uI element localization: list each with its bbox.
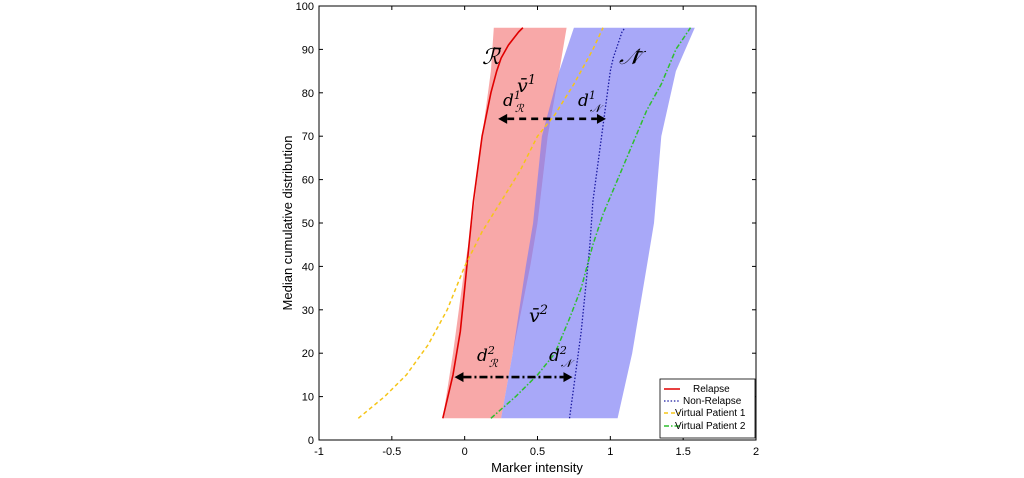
arrows-layer <box>454 113 606 383</box>
x-tick-label: 0.5 <box>530 446 545 458</box>
y-tick-label: 20 <box>302 348 314 360</box>
legend-label-vp1: Virtual Patient 1 <box>675 408 746 419</box>
x-axis-label: Marker intensity <box>491 460 583 475</box>
annotation-dN1-sub: 𝒩 <box>590 102 604 115</box>
series-layer <box>357 27 692 419</box>
bands-layer <box>442 27 695 419</box>
y-tick-label: 60 <box>302 175 314 187</box>
x-tick-label: 1.5 <box>676 446 691 458</box>
annotation-v2: v̄2 <box>529 303 548 327</box>
y-tick-label: 80 <box>302 88 314 100</box>
y-tick-label: 70 <box>302 131 314 143</box>
legend-label-relapse: Relapse <box>693 384 730 395</box>
annotation-dN2-sup: 2 <box>559 344 567 357</box>
y-tick-label: 30 <box>302 305 314 317</box>
annotation-dN1-base: d <box>578 91 589 111</box>
annotation-v1: v̄1 <box>517 73 536 97</box>
legend-label-nonrelapse: Non-Relapse <box>683 396 742 407</box>
y-tick-label: 0 <box>308 435 314 447</box>
annotation-v1-base: v̄ <box>517 75 528 97</box>
annotation-dR1-sub: ℛ <box>515 102 525 115</box>
x-tick-label: 0 <box>462 446 468 458</box>
series-nonrelapse <box>568 27 626 419</box>
series-vp2 <box>490 27 692 419</box>
annotation-v1-sup: 1 <box>528 73 536 88</box>
x-tick-label: 1 <box>607 446 613 458</box>
y-tick-label: 50 <box>302 218 314 230</box>
annotation-dR2-sup: 2 <box>487 344 495 357</box>
legend: Relapse Non-Relapse Virtual Patient 1 Vi… <box>659 378 756 439</box>
annotation-band-r: ℛ̄ <box>482 45 502 70</box>
series-relapse <box>442 27 524 419</box>
x-tick-label: -1 <box>314 446 324 458</box>
series-vp1 <box>357 27 604 419</box>
annotation-dN2: d2 𝒩 <box>549 344 575 370</box>
annotation-v2-base: v̄ <box>529 305 540 327</box>
arrow-2-head-right <box>563 372 573 383</box>
annotation-dN1: d1 𝒩 <box>578 89 604 115</box>
legend-label-vp2: Virtual Patient 2 <box>675 421 746 432</box>
annotation-dR2-base: d <box>477 346 488 366</box>
annotation-dR2-sub: ℛ <box>489 357 499 370</box>
relapse-band <box>442 27 567 419</box>
y-tick-label: 90 <box>302 44 314 56</box>
annotation-dR1-sup: 1 <box>514 89 521 102</box>
arrow-1-head-left <box>498 113 508 124</box>
x-tick-label: 2 <box>753 446 759 458</box>
annotation-dN1-sup: 1 <box>589 89 596 102</box>
y-tick-label: 40 <box>302 261 314 273</box>
arrow-2-head-left <box>454 372 464 383</box>
annotation-dR1: d1 ℛ <box>503 89 525 115</box>
annotation-dN2-base: d <box>549 346 560 366</box>
y-axis-label: Median cumulative distribution <box>280 136 295 311</box>
annotation-dR2: d2 ℛ <box>477 344 499 370</box>
annotation-dN2-sub: 𝒩 <box>561 357 575 370</box>
annotation-dR1-base: d <box>503 91 514 111</box>
arrow-1-head-right <box>596 113 606 124</box>
y-tick-label: 10 <box>302 392 314 404</box>
x-tick-label: -0.5 <box>382 446 401 458</box>
annotation-v2-sup: 2 <box>539 303 548 318</box>
y-tick-label: 100 <box>296 1 314 13</box>
nonrelapse-band <box>501 27 695 419</box>
